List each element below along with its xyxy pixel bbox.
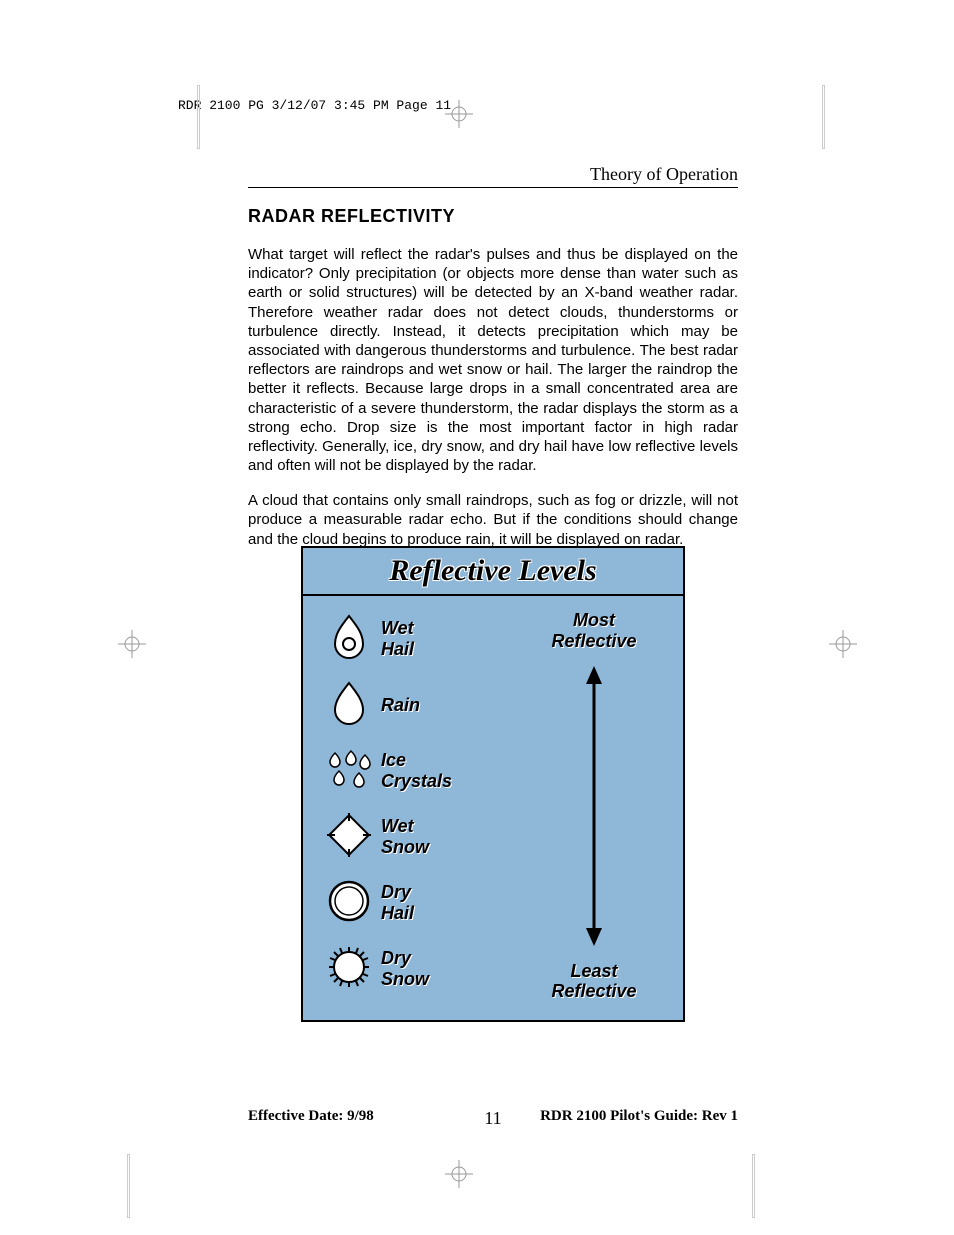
registration-mark-icon: [829, 630, 857, 658]
legend-label: Rain: [381, 695, 420, 716]
figure-title: Reflective Levels: [303, 548, 683, 596]
legend-label: Dry Snow: [381, 948, 429, 990]
reflective-levels-figure: Reflective Levels Wet Hail Rain: [301, 546, 685, 1022]
scale-bottom-label: Least Reflective: [551, 961, 636, 1002]
footer-doc-id: RDR 2100 Pilot's Guide: Rev 1: [540, 1108, 738, 1125]
crop-mark: [822, 85, 825, 149]
scale-top-label: Most Reflective: [551, 610, 636, 651]
legend-row-ice-crystals: Ice Crystals: [317, 738, 507, 804]
legend-row-wet-hail: Wet Hail: [317, 606, 507, 672]
imposition-slug: RDR 2100 PG 3/12/07 3:45 PM Page 11: [178, 98, 451, 113]
dry-hail-icon: [326, 878, 372, 929]
legend-label: Wet Snow: [381, 816, 429, 858]
body-paragraph: What target will reflect the radar's pul…: [248, 245, 738, 475]
wet-hail-icon: [329, 614, 369, 665]
legend-label: Dry Hail: [381, 882, 414, 924]
reflectivity-scale: Most Reflective Least Reflective: [519, 610, 669, 1002]
legend-row-dry-hail: Dry Hail: [317, 870, 507, 936]
registration-mark-icon: [118, 630, 146, 658]
page: RDR 2100 PG 3/12/07 3:45 PM Page 11 Theo…: [0, 0, 954, 1235]
legend-row-rain: Rain: [317, 672, 507, 738]
chapter-title: Theory of Operation: [248, 164, 738, 188]
legend-label: Wet Hail: [381, 618, 414, 660]
legend-row-dry-snow: Dry Snow: [317, 936, 507, 1002]
crop-mark: [197, 85, 200, 149]
crop-mark: [127, 1154, 130, 1218]
crop-mark: [752, 1154, 755, 1218]
registration-mark-icon: [445, 1160, 473, 1188]
ice-crystals-icon: [325, 747, 373, 796]
section-heading: RADAR REFLECTIVITY: [248, 206, 738, 227]
content-block: Theory of Operation RADAR REFLECTIVITY W…: [248, 164, 738, 565]
rain-icon: [330, 681, 368, 730]
wet-snow-icon: [325, 811, 373, 864]
legend-column: Wet Hail Rain: [317, 606, 507, 1002]
body-paragraph: A cloud that contains only small raindro…: [248, 491, 738, 549]
scale-arrow-icon: [584, 657, 604, 954]
legend-label: Ice Crystals: [381, 750, 452, 792]
dry-snow-icon: [325, 943, 373, 996]
legend-row-wet-snow: Wet Snow: [317, 804, 507, 870]
